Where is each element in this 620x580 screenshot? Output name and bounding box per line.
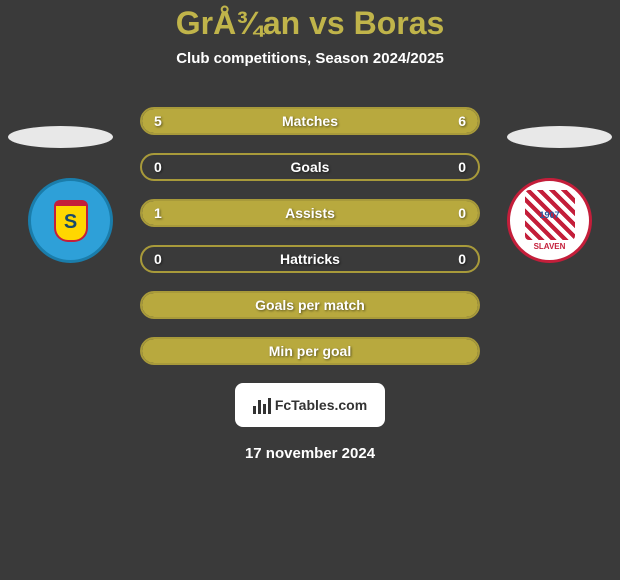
stat-fill-left	[142, 109, 293, 133]
chart-icon	[253, 396, 271, 414]
stat-row: 0 Goals 0	[140, 153, 480, 181]
footer-brand-badge[interactable]: FcTables.com	[235, 383, 385, 427]
stat-value-right: 0	[458, 251, 466, 267]
ellipse-left	[8, 126, 113, 148]
stat-value-left: 1	[154, 205, 162, 221]
stat-value-left: 0	[154, 159, 162, 175]
date-text: 17 november 2024	[0, 445, 620, 462]
stat-row: Goals per match	[140, 291, 480, 319]
stat-row: 5 Matches 6	[140, 107, 480, 135]
stat-value-left: 5	[154, 113, 162, 129]
team-badge-left-letter: S	[54, 200, 88, 242]
stat-row: 0 Hattricks 0	[140, 245, 480, 273]
stat-value-right: 6	[458, 113, 466, 129]
footer-brand-text: FcTables.com	[275, 397, 367, 413]
stat-label: Min per goal	[269, 343, 351, 359]
team-badge-right-name: SLAVEN	[534, 242, 566, 251]
stat-label: Matches	[282, 113, 338, 129]
stat-label: Assists	[285, 205, 335, 221]
stat-row: Min per goal	[140, 337, 480, 365]
page-title: GrÅ¾an vs Boras	[0, 5, 620, 42]
stats-container: 5 Matches 6 0 Goals 0 1 Assists 0 0 Hattricks 0 Goal…	[140, 107, 480, 365]
stat-row: 1 Assists 0	[140, 199, 480, 227]
team-badge-right-year: 1907	[525, 190, 575, 240]
subtitle: Club competitions, Season 2024/2025	[0, 50, 620, 67]
team-badge-right: 1907 SLAVEN	[507, 178, 592, 263]
stat-value-right: 0	[458, 205, 466, 221]
stat-label: Goals	[291, 159, 330, 175]
stat-label: Hattricks	[280, 251, 340, 267]
stat-label: Goals per match	[255, 297, 365, 313]
stat-value-right: 0	[458, 159, 466, 175]
ellipse-right	[507, 126, 612, 148]
team-badge-left: S	[28, 178, 113, 263]
stat-value-left: 0	[154, 251, 162, 267]
